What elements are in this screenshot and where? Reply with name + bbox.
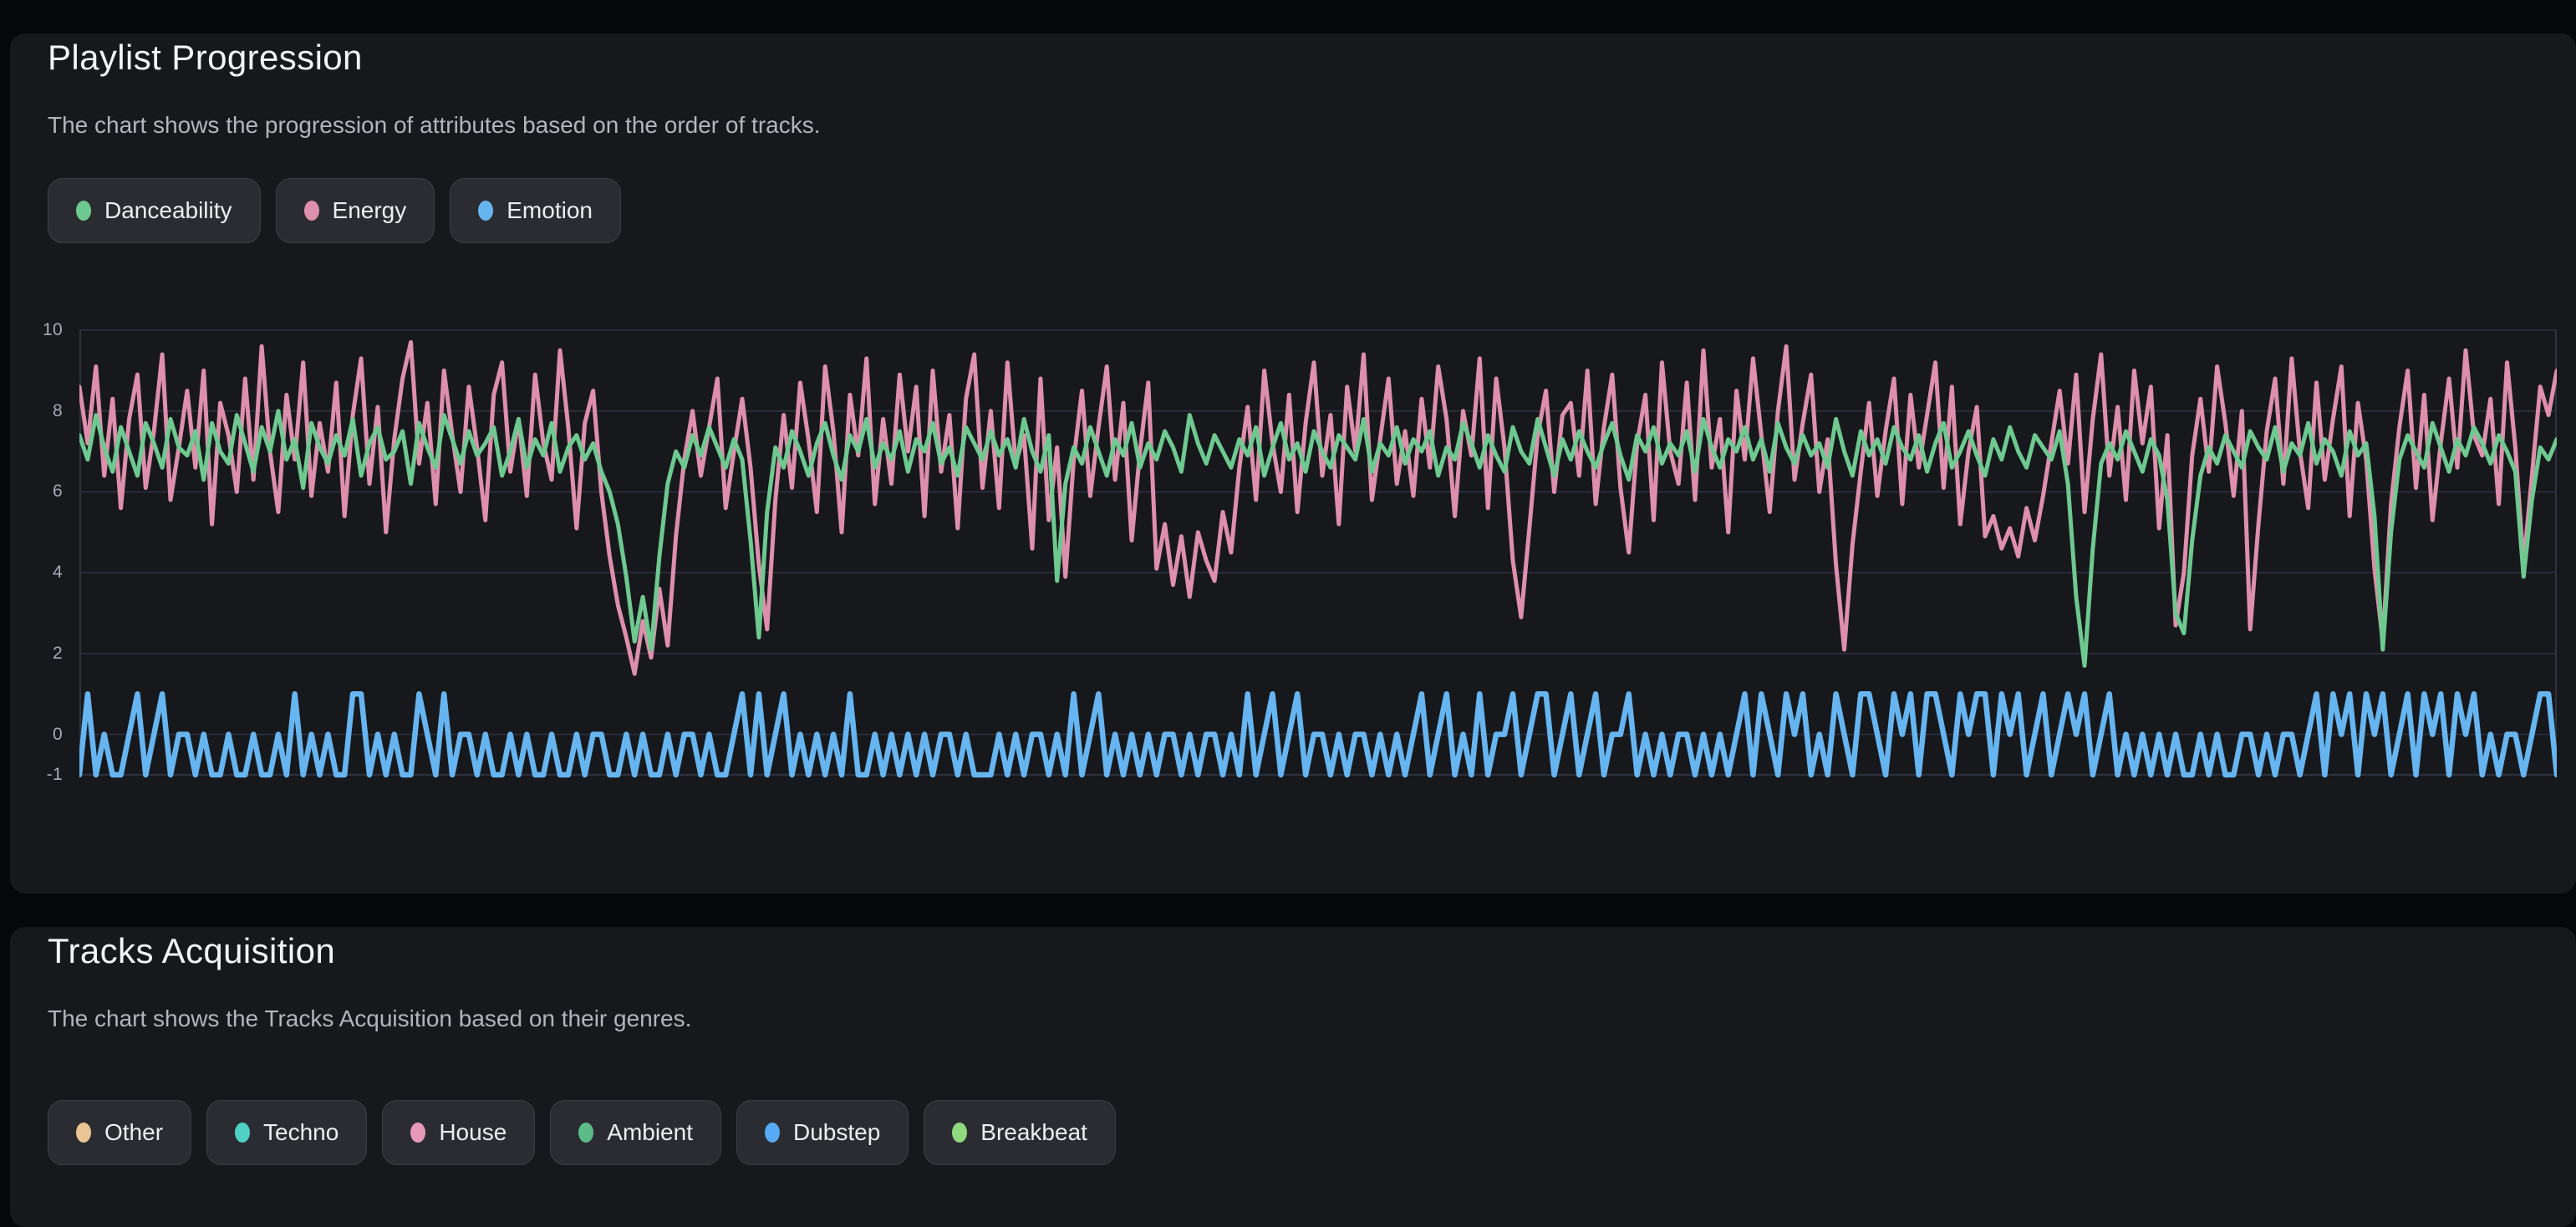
- playlist-chart: 10 8 6 4 2 0 -1: [10, 310, 2557, 784]
- legend-chip-label: Other: [104, 1119, 164, 1145]
- y-tick-label-2: 2: [53, 643, 63, 663]
- legend-chip-ambient[interactable]: Ambient: [550, 1100, 721, 1165]
- playlist-description: The chart shows the progression of attri…: [48, 112, 821, 138]
- legend-chip-techno[interactable]: Techno: [206, 1100, 368, 1165]
- playlist-chart-svg[interactable]: [79, 310, 2557, 782]
- tracks-description: The chart shows the Tracks Acquisition b…: [48, 1006, 692, 1031]
- tracks-title: Tracks Acquisition: [48, 931, 336, 970]
- breakbeat-dot-icon: [952, 1123, 968, 1143]
- y-tick-label--1: -1: [46, 765, 63, 784]
- playlist-legend-row: Danceability Energy Emotion: [48, 178, 2576, 243]
- y-axis-labels: 10 8 6 4 2 0 -1: [10, 310, 79, 784]
- legend-chip-danceability[interactable]: Danceability: [48, 178, 261, 243]
- legend-chip-label: Emotion: [507, 197, 593, 223]
- y-tick-label-6: 6: [53, 481, 63, 501]
- danceability-dot-icon: [76, 201, 91, 221]
- legend-chip-label: Energy: [332, 197, 407, 223]
- y-tick-label-4: 4: [53, 563, 63, 583]
- legend-chip-other[interactable]: Other: [48, 1100, 192, 1165]
- y-tick-label-0: 0: [53, 724, 63, 744]
- playlist-progression-card: Playlist Progression The chart shows the…: [10, 33, 2576, 894]
- legend-chip-label: Dubstep: [792, 1119, 881, 1145]
- tracks-acquisition-card: Tracks Acquisition The chart shows the T…: [10, 927, 2576, 1227]
- emotion-dot-icon: [478, 201, 494, 221]
- legend-chip-energy[interactable]: Energy: [275, 178, 435, 243]
- house-dot-icon: [410, 1123, 426, 1143]
- legend-chip-label: House: [439, 1119, 507, 1145]
- legend-chip-label: Danceability: [104, 197, 232, 223]
- techno-dot-icon: [235, 1123, 251, 1143]
- page-title: Playlist Progression: [48, 38, 363, 77]
- ambient-dot-icon: [578, 1123, 594, 1143]
- legend-chip-house[interactable]: House: [382, 1100, 536, 1165]
- y-tick-label-10: 10: [43, 320, 63, 339]
- y-tick-label-8: 8: [53, 400, 63, 420]
- legend-chip-breakbeat[interactable]: Breakbeat: [924, 1100, 1116, 1165]
- series-line-emotion: [79, 691, 2557, 778]
- legend-chip-label: Techno: [263, 1119, 339, 1145]
- dubstep-dot-icon: [764, 1123, 780, 1143]
- energy-dot-icon: [303, 201, 319, 221]
- other-dot-icon: [76, 1123, 91, 1143]
- series-line-danceability: [79, 409, 2557, 668]
- legend-chip-dubstep[interactable]: Dubstep: [736, 1100, 909, 1165]
- tracks-legend-row: Other Techno House Ambient Dubstep Breakbeat: [48, 1100, 2576, 1165]
- legend-chip-label: Breakbeat: [980, 1119, 1087, 1145]
- legend-chip-label: Ambient: [607, 1119, 693, 1145]
- legend-chip-emotion[interactable]: Emotion: [450, 178, 621, 243]
- series-line-energy: [79, 340, 2557, 676]
